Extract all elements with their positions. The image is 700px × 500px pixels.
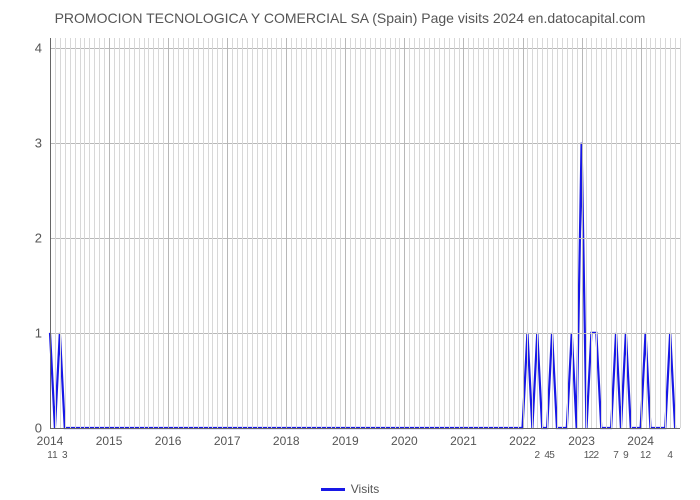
data-point-label: 3	[62, 450, 68, 461]
data-point-label: 4	[667, 450, 673, 461]
data-point-label: 5	[549, 450, 555, 461]
data-point-label: 1	[52, 450, 58, 461]
y-tick-label: 4	[35, 40, 42, 55]
x-tick-label: 2017	[214, 434, 241, 448]
x-tick-label: 2014	[37, 434, 64, 448]
x-tick-label: 2015	[96, 434, 123, 448]
data-point-label: 12	[640, 450, 651, 461]
chart-container: PROMOCION TECNOLOGICA Y COMERCIAL SA (Sp…	[0, 0, 700, 500]
data-point-label: 2	[594, 450, 600, 461]
y-tick-label: 2	[35, 230, 42, 245]
plot-area: 0123420142015201620172018201920202021202…	[50, 38, 680, 428]
x-tick-label: 2022	[509, 434, 536, 448]
data-point-label: 9	[623, 450, 629, 461]
chart-title: PROMOCION TECNOLOGICA Y COMERCIAL SA (Sp…	[0, 0, 700, 26]
x-tick-label: 2024	[627, 434, 654, 448]
x-tick-label: 2020	[391, 434, 418, 448]
data-point-label: 7	[613, 450, 619, 461]
y-tick-label: 1	[35, 325, 42, 340]
legend-label: Visits	[351, 482, 379, 496]
y-tick-label: 3	[35, 135, 42, 150]
legend-swatch	[321, 488, 345, 491]
legend: Visits	[0, 482, 700, 496]
data-point-label: 2	[534, 450, 540, 461]
x-tick-label: 2016	[155, 434, 182, 448]
x-tick-label: 2019	[332, 434, 359, 448]
x-tick-label: 2018	[273, 434, 300, 448]
x-tick-label: 2021	[450, 434, 477, 448]
x-tick-label: 2023	[568, 434, 595, 448]
